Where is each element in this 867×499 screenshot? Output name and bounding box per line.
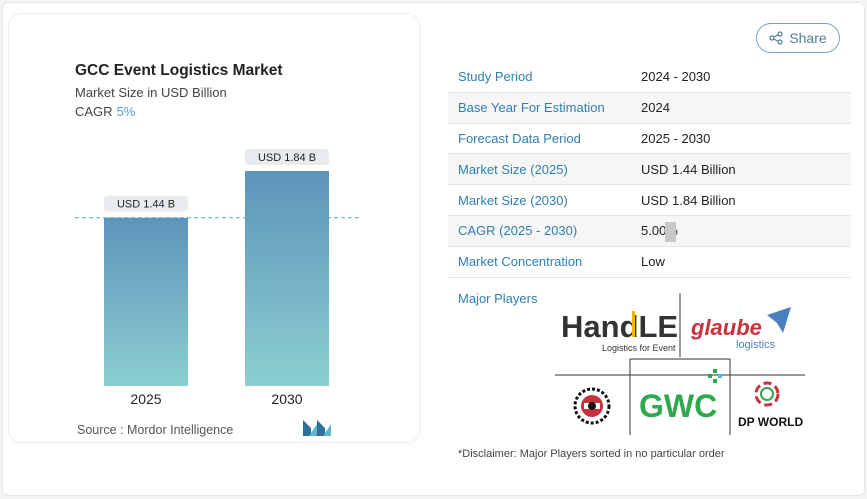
glaube-logo-subtext: logistics [736, 339, 776, 351]
share-icon [769, 31, 783, 45]
detail-value: USD 1.84 Billion [641, 192, 736, 208]
market-chart-card [8, 13, 420, 443]
detail-key: Market Size (2030) [458, 192, 568, 208]
cagr-highlight [665, 221, 676, 242]
table-row: Market Size (2030) USD 1.84 Billion [448, 185, 851, 216]
glaube-logo-text: glaube [690, 315, 762, 340]
table-row: Base Year For Estimation 2024 [448, 92, 851, 124]
handle-logo-subtext: Logistics for Event [602, 343, 676, 353]
detail-key: Forecast Data Period [458, 130, 581, 146]
detail-value: USD 1.44 Billion [641, 161, 736, 177]
cagr-line: CAGR 5% [75, 104, 135, 119]
cagr-value: 5% [116, 104, 136, 119]
table-row: Market Concentration Low [448, 247, 851, 278]
handle-logo: HandLE Logistics for Event [561, 309, 678, 353]
table-row: Study Period 2024 - 2030 [448, 62, 851, 93]
dpworld-logo: DP WORLD [738, 381, 803, 429]
detail-key: CAGR (2025 - 2030) [458, 223, 578, 239]
source-text: Source : Mordor Intelligence [77, 423, 234, 437]
handle-logo-text: HandLE [561, 309, 678, 344]
detail-key: Study Period [458, 69, 533, 85]
dpworld-logo-text: DP WORLD [738, 415, 803, 429]
major-players-label: Major Players [458, 291, 538, 306]
gwc-logo: GWC [639, 369, 722, 424]
market-details-table: Study Period 2024 - 2030 Base Year For Es… [448, 62, 851, 278]
chart-subtitle: Market Size in USD Billion [75, 85, 227, 100]
detail-key: Market Concentration [458, 254, 583, 270]
table-row: Market Size (2025) USD 1.44 Billion [448, 154, 851, 186]
detail-value: 2024 [641, 100, 670, 116]
cagr-label: CAGR [75, 104, 113, 119]
detail-value: Low [641, 254, 665, 270]
disclaimer: *Disclaimer: Major Players sorted in no … [458, 448, 725, 460]
table-row: CAGR (2025 - 2030) 5.00% [448, 215, 851, 247]
detail-key: Market Size (2025) [458, 161, 568, 177]
detail-value: 2025 - 2030 [641, 130, 711, 146]
gwc-logo-text: GWC [639, 388, 717, 424]
chart-title: GCC Event Logistics Market [75, 62, 283, 79]
major-players-logos: HandLE Logistics for Event glaube logist… [555, 293, 805, 435]
glaube-logo: glaube logistics [690, 307, 791, 351]
emblem-logo [573, 387, 611, 425]
table-row: Forecast Data Period 2025 - 2030 [448, 124, 851, 155]
share-label: Share [789, 30, 827, 46]
detail-value: 2024 - 2030 [641, 69, 711, 85]
mordor-intelligence-logo [303, 420, 331, 436]
detail-key: Base Year For Estimation [458, 100, 605, 116]
share-button[interactable]: Share [756, 23, 840, 53]
